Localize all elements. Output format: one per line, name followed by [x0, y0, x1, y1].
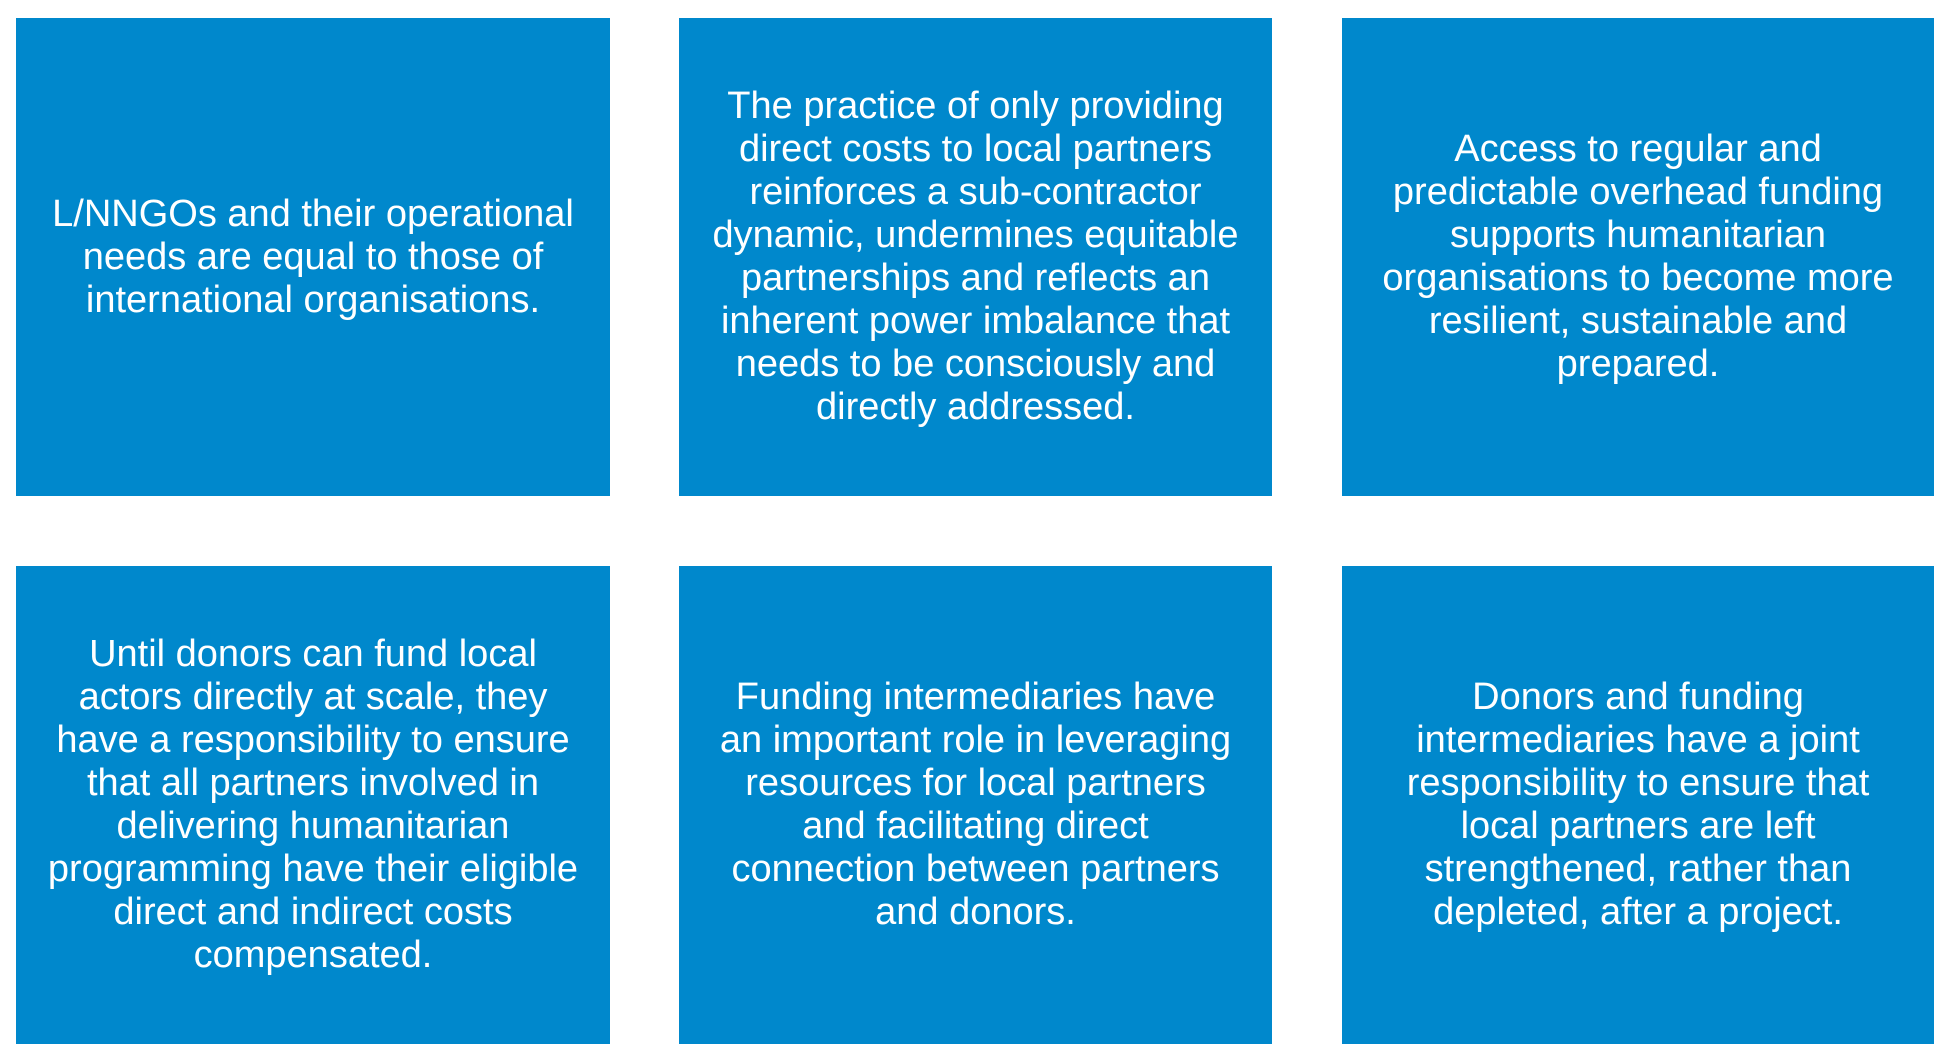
statement-line: intermediaries have a joint [1416, 719, 1860, 761]
statement-line: L/NNGOs and their operational [52, 192, 574, 235]
statement-line: programming have their eligible [47, 848, 579, 890]
statement-line: depleted, after a project. [1433, 891, 1843, 933]
statement-text: Access to regular and predictable overhe… [1382, 128, 1893, 386]
statement-line: Donors and funding [1472, 676, 1804, 718]
statement-line: partnerships and reflects an [741, 257, 1210, 299]
statement-box-joint-responsibility: Donors and funding intermediaries have a… [1342, 566, 1934, 1044]
statement-line: have a responsibility to ensure [56, 719, 570, 761]
statement-text: Funding intermediaries have an important… [720, 676, 1231, 934]
statement-line: inherent power imbalance that [720, 300, 1231, 342]
statement-line: an important role in leveraging [719, 719, 1232, 761]
statement-text: L/NNGOs and their operational needs are … [52, 193, 574, 322]
statement-line: local partners are left [1460, 805, 1816, 847]
statement-text: The practice of only providing direct co… [713, 85, 1239, 429]
statement-line: resilient, sustainable and [1428, 300, 1848, 342]
statement-line: predictable overhead funding [1392, 171, 1884, 213]
statement-line: direct costs to local partners [738, 128, 1213, 170]
statement-line: direct and indirect costs [113, 891, 513, 933]
statement-box-donor-responsibility: Until donors can fund local actors direc… [16, 566, 610, 1044]
statement-line: delivering humanitarian [116, 805, 510, 847]
statement-line: reinforces a sub-contractor [749, 171, 1202, 213]
statement-line: actors directly at scale, they [78, 676, 548, 718]
statement-line: needs to be consciously and [735, 343, 1216, 385]
statement-text: Donors and funding intermediaries have a… [1407, 676, 1870, 934]
statement-line: that all partners involved in [86, 762, 539, 804]
statement-line: dynamic, undermines equitable [712, 214, 1239, 256]
statement-line: prepared. [1556, 343, 1720, 385]
statement-box-funding-intermediaries: Funding intermediaries have an important… [679, 566, 1272, 1044]
statement-line: directly addressed. [816, 386, 1135, 428]
statement-line: international organisations. [85, 278, 541, 321]
statement-line: needs are equal to those of [82, 235, 544, 278]
statement-box-overhead-funding: Access to regular and predictable overhe… [1342, 18, 1934, 496]
statement-line: organisations to become more [1382, 257, 1894, 299]
statement-text: Until donors can fund local actors direc… [48, 633, 578, 977]
statement-line: strengthened, rather than [1424, 848, 1852, 890]
statement-line: and donors. [875, 891, 1076, 933]
statement-line: and facilitating direct [802, 805, 1149, 847]
statement-line: Access to regular and [1454, 128, 1822, 170]
statement-line: supports humanitarian [1449, 214, 1826, 256]
statement-line: resources for local partners [745, 762, 1206, 804]
statement-line: connection between partners [731, 848, 1220, 890]
statement-box-operational-needs: L/NNGOs and their operational needs are … [16, 18, 610, 496]
statement-line: responsibility to ensure that [1406, 762, 1870, 804]
statement-line: Until donors can fund local [89, 633, 537, 675]
statement-line: Funding intermediaries have [735, 676, 1216, 718]
statement-line: compensated. [193, 934, 433, 976]
statement-line: The practice of only providing [727, 85, 1224, 127]
statement-box-direct-costs: The practice of only providing direct co… [679, 18, 1272, 496]
